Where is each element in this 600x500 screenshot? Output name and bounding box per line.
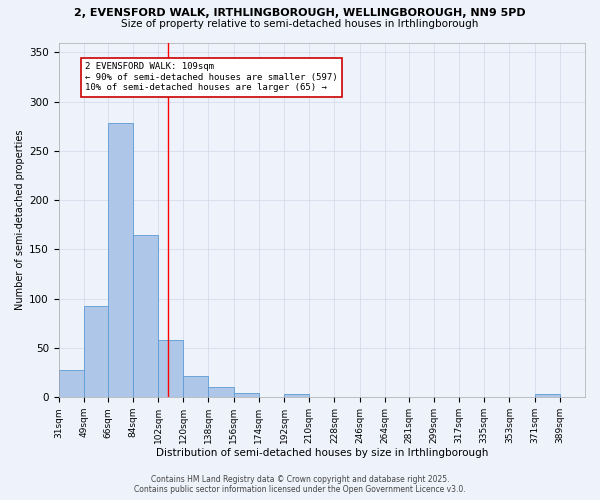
X-axis label: Distribution of semi-detached houses by size in Irthlingborough: Distribution of semi-detached houses by …	[155, 448, 488, 458]
Bar	[107, 124, 133, 397]
Text: Size of property relative to semi-detached houses in Irthlingborough: Size of property relative to semi-detach…	[121, 19, 479, 29]
Bar	[284, 394, 309, 397]
Text: 2 EVENSFORD WALK: 109sqm
← 90% of semi-detached houses are smaller (597)
10% of : 2 EVENSFORD WALK: 109sqm ← 90% of semi-d…	[85, 62, 338, 92]
Bar	[233, 394, 259, 397]
Bar	[535, 394, 560, 397]
Text: Contains HM Land Registry data © Crown copyright and database right 2025.
Contai: Contains HM Land Registry data © Crown c…	[134, 474, 466, 494]
Bar	[84, 306, 107, 397]
Bar	[183, 376, 208, 397]
Bar	[158, 340, 183, 397]
Text: 2, EVENSFORD WALK, IRTHLINGBOROUGH, WELLINGBOROUGH, NN9 5PD: 2, EVENSFORD WALK, IRTHLINGBOROUGH, WELL…	[74, 8, 526, 18]
Bar	[59, 370, 84, 397]
Y-axis label: Number of semi-detached properties: Number of semi-detached properties	[15, 130, 25, 310]
Bar	[208, 388, 233, 397]
Bar	[133, 234, 158, 397]
